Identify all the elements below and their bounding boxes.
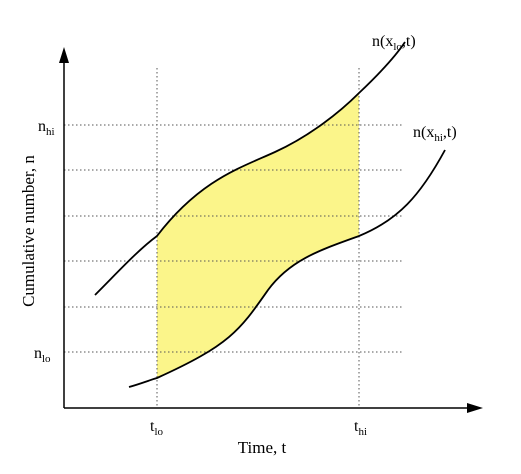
tick-label-tlo: tlo <box>150 418 164 438</box>
tick-label-thi: thi <box>354 418 367 438</box>
y-axis-title: Cumulative number, n <box>19 155 38 307</box>
axes <box>63 60 470 409</box>
horizontal-gridlines <box>64 124 404 353</box>
tick-label-nlo: nlo <box>34 345 51 365</box>
curve-label-xlo: n(xlo,t) <box>372 33 416 53</box>
y-axis-arrowhead <box>59 47 69 63</box>
tick-label-nhi: nhi <box>38 118 55 138</box>
curve-n-xhi <box>128 149 446 388</box>
x-axis-arrowhead <box>467 403 483 413</box>
x-axis-title: Time, t <box>238 438 287 457</box>
curve-n-xlo <box>94 41 406 296</box>
vertical-gridlines <box>156 68 360 407</box>
shaded-region <box>157 93 359 378</box>
curve-label-xhi: n(xhi,t) <box>413 124 457 144</box>
